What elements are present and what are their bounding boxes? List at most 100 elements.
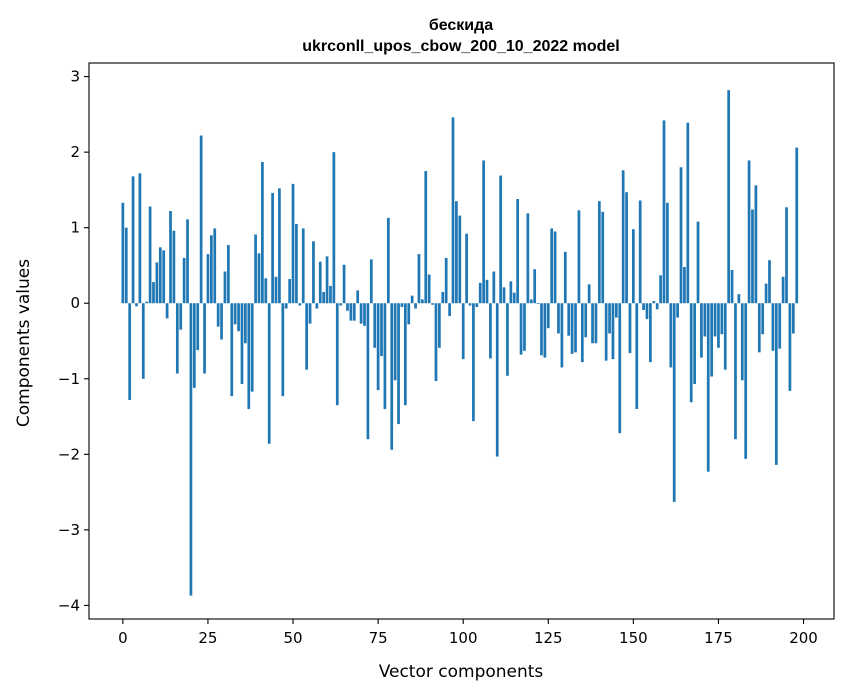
bar-component-49: [288, 279, 291, 304]
y-tick-label: 2: [70, 143, 80, 161]
y-tick-label: 0: [70, 294, 80, 312]
bar-component-122: [536, 303, 540, 304]
bar-component-170: [700, 303, 703, 358]
bar-component-84: [407, 303, 411, 325]
bar-component-115: [512, 292, 516, 304]
y-axis-label: Components values: [14, 259, 34, 427]
bar-component-8: [148, 206, 152, 304]
bar-component-130: [563, 251, 567, 304]
bar-component-172: [706, 303, 710, 472]
bar-component-42: [264, 278, 268, 304]
bar-component-129: [560, 303, 564, 368]
bar-component-190: [768, 260, 771, 304]
bar-component-138: [591, 303, 594, 344]
bar-component-17: [179, 303, 183, 330]
bar-component-191: [771, 303, 775, 351]
bar-component-187: [757, 303, 761, 353]
x-tick-label: 175: [704, 629, 733, 647]
bar-component-77: [383, 303, 387, 409]
bar-component-25: [206, 254, 210, 304]
bar-component-80: [393, 303, 397, 381]
bar-component-9: [152, 282, 155, 304]
bar-component-193: [778, 303, 782, 349]
bar-component-174: [713, 303, 717, 337]
bar-component-126: [550, 228, 554, 304]
bar-component-143: [608, 303, 611, 334]
bar-component-121: [533, 269, 537, 304]
bar-component-176: [720, 303, 724, 335]
bar-component-70: [359, 303, 363, 324]
bar-component-146: [618, 303, 622, 434]
bar-component-92: [434, 303, 438, 382]
bar-component-164: [679, 167, 683, 304]
bar-component-156: [652, 300, 656, 304]
bar-component-112: [502, 287, 506, 304]
chart-title-word: бескида: [429, 17, 493, 34]
bar-component-34: [237, 303, 240, 332]
bar-component-169: [696, 221, 700, 304]
bar-component-182: [740, 303, 744, 381]
bar-component-60: [325, 256, 329, 304]
x-tick-label: 200: [789, 629, 818, 647]
bar-component-173: [710, 303, 714, 377]
bar-component-69: [356, 290, 360, 304]
bar-component-132: [570, 303, 574, 354]
bar-component-4: [135, 303, 138, 307]
bar-component-45: [274, 276, 278, 304]
bar-component-21: [192, 303, 196, 388]
bar-component-127: [553, 231, 557, 304]
bar-component-106: [482, 160, 485, 304]
bar-component-38: [250, 303, 254, 392]
bar-component-40: [257, 253, 261, 304]
bar-component-73: [369, 259, 373, 304]
bar-component-89: [424, 171, 428, 304]
bar-component-149: [628, 303, 632, 354]
bar-component-55: [308, 303, 312, 324]
y-tick-label: −3: [58, 521, 80, 539]
bar-component-178: [727, 90, 731, 304]
bar-component-48: [284, 303, 288, 309]
bar-component-124: [543, 303, 547, 358]
bar-component-137: [587, 284, 591, 304]
bar-component-109: [492, 271, 496, 304]
bar-component-26: [209, 235, 213, 304]
bar-component-120: [529, 299, 533, 304]
bar-component-162: [672, 303, 676, 502]
bar-component-62: [332, 152, 336, 304]
bar-component-125: [546, 303, 550, 329]
x-tick-label: 75: [369, 629, 388, 647]
plot-frame: [88, 62, 835, 620]
bar-component-95: [444, 257, 448, 304]
bar-component-39: [254, 234, 257, 304]
y-tick-label: −4: [58, 596, 80, 614]
bar-component-103: [472, 303, 475, 422]
bar-component-0: [121, 202, 125, 304]
bar-component-22: [196, 303, 200, 351]
bar-component-159: [662, 120, 666, 304]
bar-component-183: [744, 303, 748, 459]
bar-component-54: [305, 303, 308, 370]
bar-component-98: [455, 201, 458, 304]
bar-component-101: [465, 233, 468, 304]
bar-component-16: [175, 303, 179, 374]
bar-component-99: [458, 215, 462, 304]
bar-component-10: [155, 262, 159, 304]
bar-component-171: [703, 303, 707, 337]
bar-component-133: [574, 303, 577, 353]
bar-component-64: [339, 303, 343, 306]
bar-component-74: [373, 303, 377, 348]
bar-component-175: [717, 303, 720, 348]
bar-component-65: [342, 264, 346, 304]
bar-component-123: [540, 303, 543, 356]
bar-component-155: [649, 303, 652, 363]
y-tick-label: −2: [58, 445, 80, 463]
bar-component-150: [632, 229, 635, 304]
bar-component-78: [386, 217, 390, 304]
bar-component-47: [281, 303, 285, 397]
bar-component-108: [489, 303, 492, 359]
bar-component-37: [247, 303, 251, 409]
bar-component-29: [220, 303, 223, 340]
bar-component-135: [580, 303, 584, 363]
bar-component-139: [594, 303, 598, 344]
bar-component-152: [638, 200, 642, 304]
